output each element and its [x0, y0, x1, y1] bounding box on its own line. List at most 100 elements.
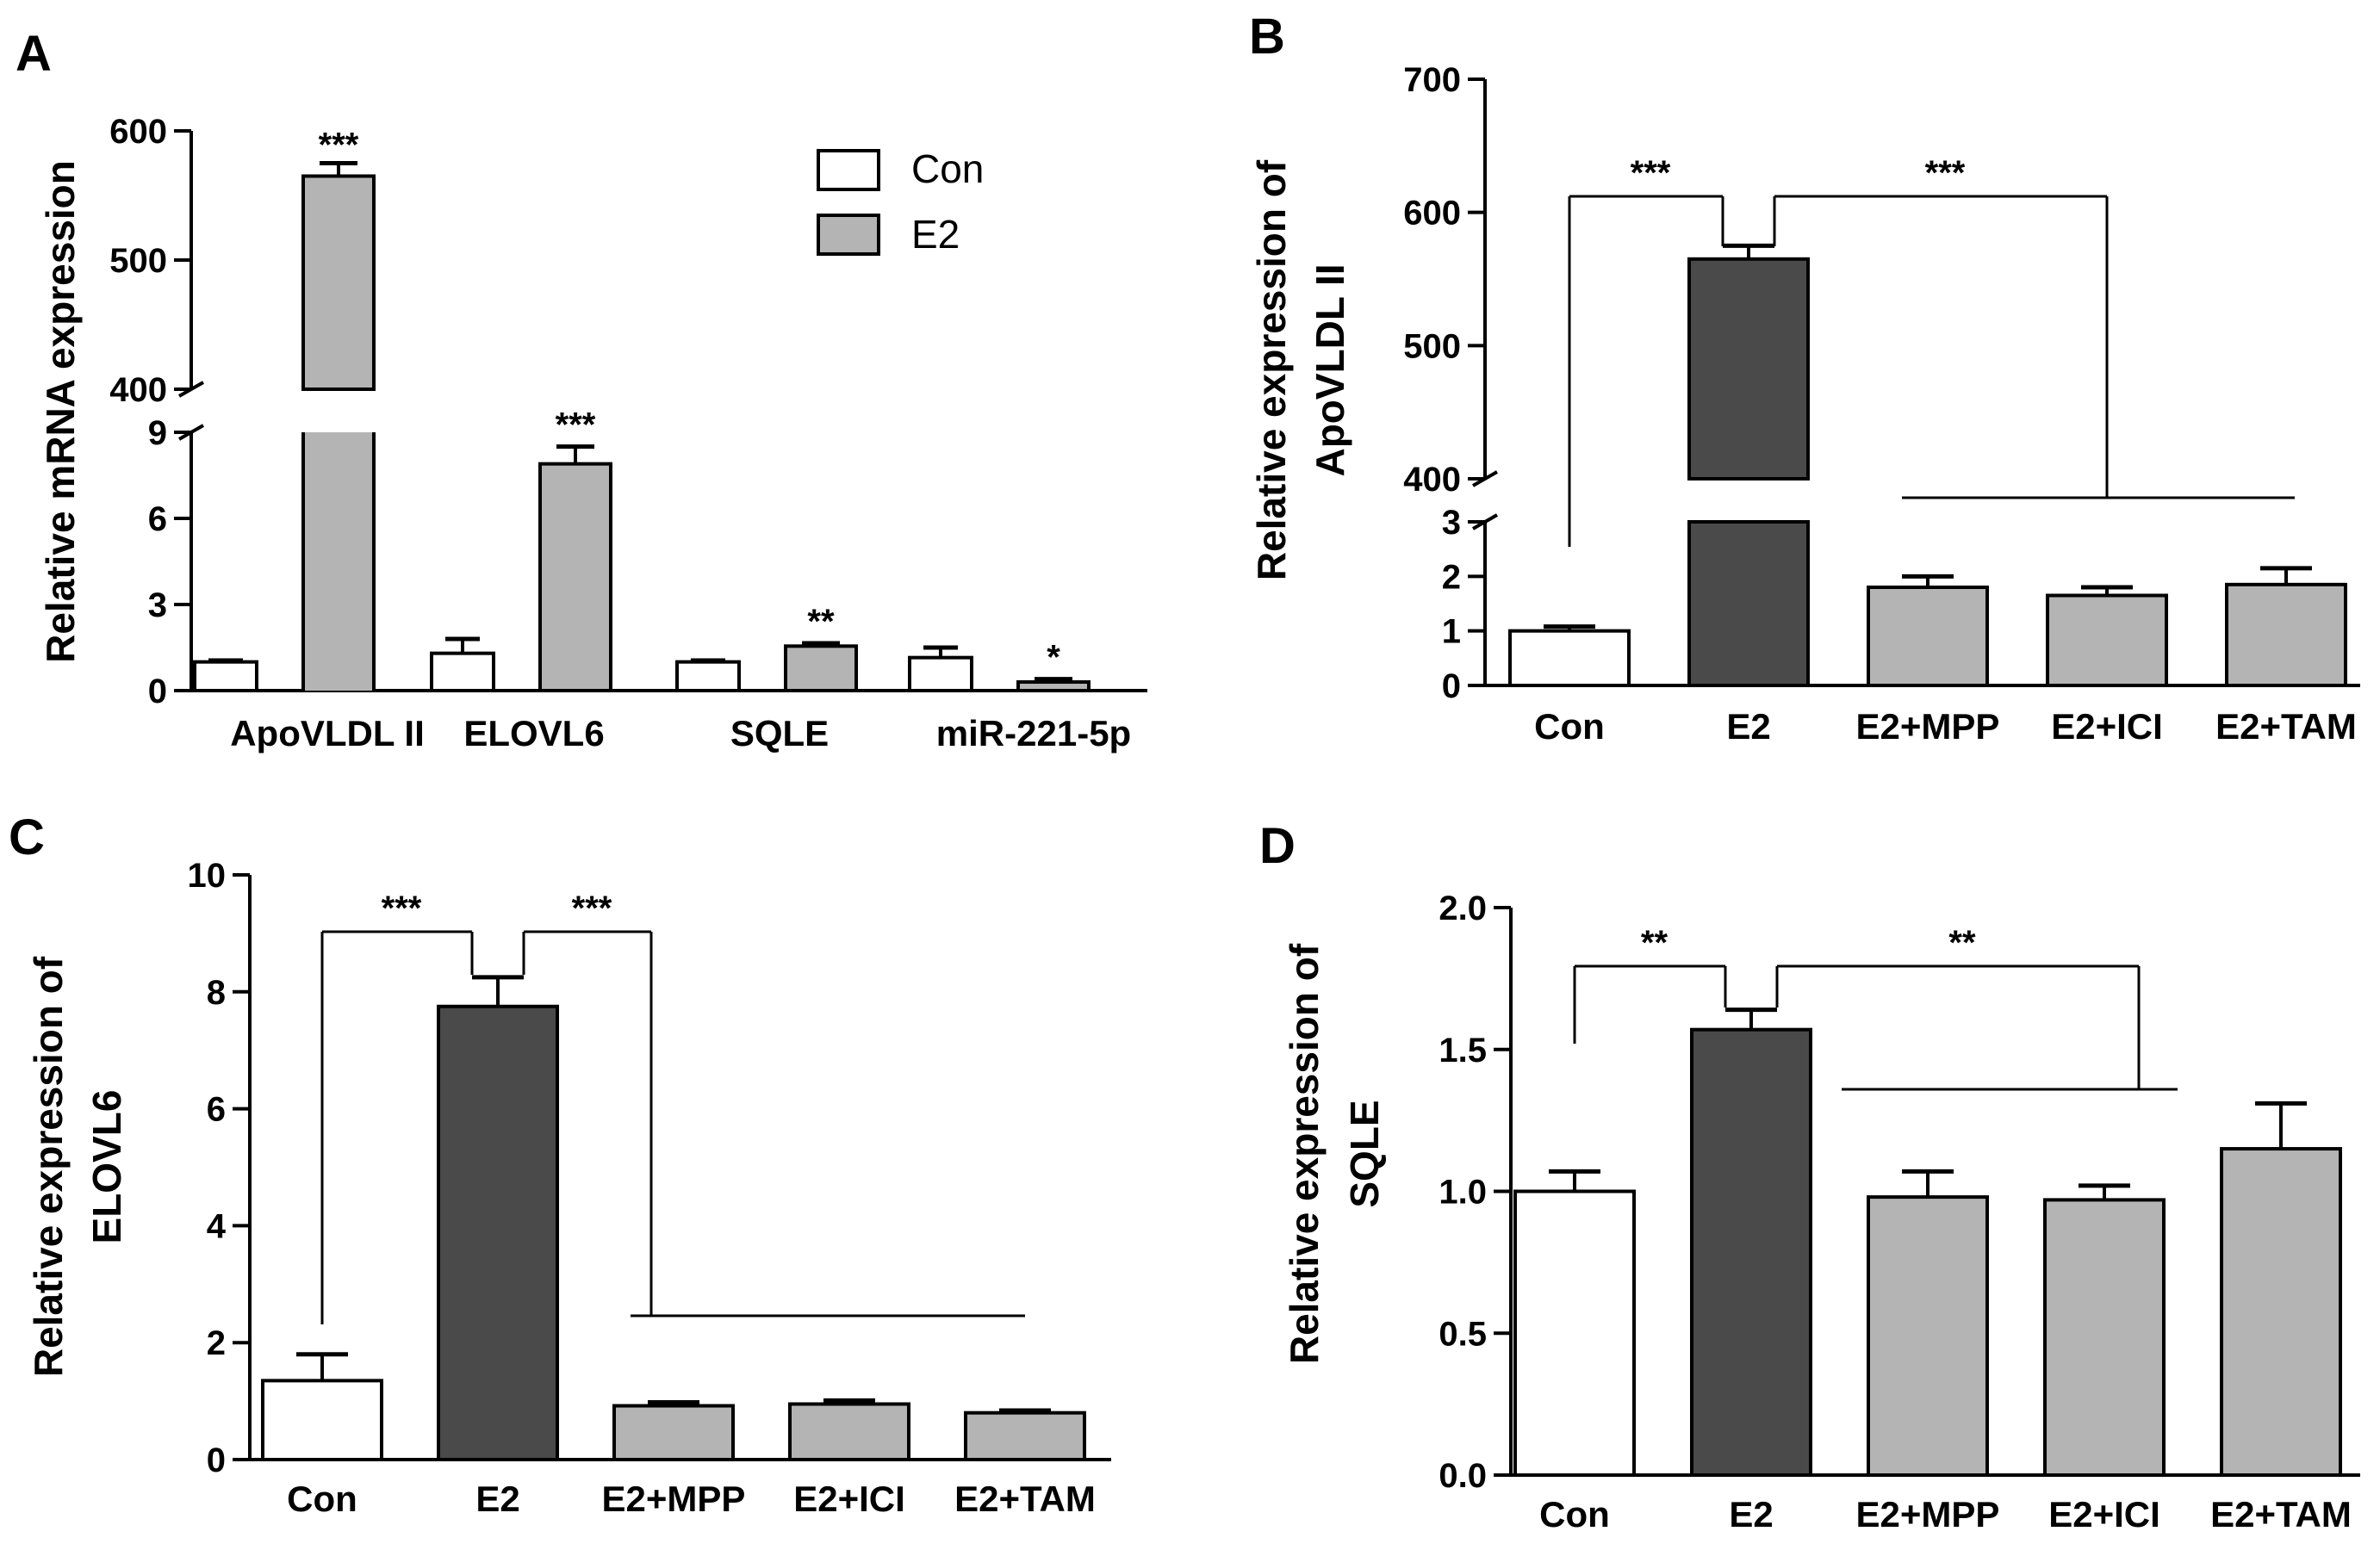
- x-tick-label: Con: [1539, 1494, 1610, 1534]
- y-tick-label: 0: [1442, 667, 1461, 705]
- bar-e2: [784, 644, 858, 692]
- bar: [2046, 593, 2168, 687]
- y-tick-label: 0.5: [1439, 1315, 1487, 1353]
- panel-letter: D: [1259, 818, 1296, 874]
- bar-e2: [1016, 680, 1091, 692]
- significance-label: **: [1948, 924, 1976, 962]
- x-tick-label: E2: [475, 1479, 519, 1519]
- bar-con: [675, 660, 741, 693]
- bar-lower: [1687, 520, 1810, 687]
- y-tick-label: 4: [207, 1207, 227, 1245]
- legend-swatch-con: [817, 149, 880, 191]
- legend-label-con: Con: [911, 146, 984, 191]
- y-tick-label: 6: [207, 1091, 226, 1129]
- legend-swatch-e2: [817, 214, 880, 256]
- bar: [1867, 1195, 1989, 1477]
- panel-letter: A: [16, 26, 52, 82]
- bar-e2-upper: [301, 174, 376, 391]
- y-tick-label: 600: [1403, 195, 1461, 232]
- y-tick-label: 9: [148, 414, 167, 452]
- bar: [1690, 1027, 1812, 1478]
- bar: [612, 1404, 735, 1461]
- y-tick-label: 400: [1403, 461, 1461, 499]
- significance-label: ***: [572, 890, 612, 927]
- y-tick-label: 10: [188, 857, 227, 895]
- bar: [964, 1410, 1086, 1462]
- bar: [1513, 1189, 1636, 1477]
- x-tick-label: E2+MPP: [1856, 706, 2000, 747]
- x-tick-label: Con: [287, 1479, 357, 1519]
- y-tick-label: 0: [207, 1442, 226, 1479]
- y-axis-label: ELOVL6: [84, 1090, 129, 1244]
- y-tick-label: 500: [1403, 327, 1461, 365]
- y-tick-label: 600: [109, 113, 167, 151]
- significance-label: ***: [382, 890, 422, 927]
- significance-label: ***: [319, 127, 359, 164]
- panel-d: D 0.0 0.5 1.0 1.5 2.0 Relative expression of SQ…: [1259, 818, 2360, 1534]
- x-tick-label: ELOVL6: [463, 713, 604, 753]
- y-tick-label: 1.0: [1439, 1174, 1487, 1212]
- significance-label: ***: [1925, 154, 1966, 192]
- bar: [1867, 586, 1989, 687]
- panel-c: C 0 2 4 6 8 10 Relative expression of ELOVL6 Con E…: [9, 809, 1111, 1519]
- y-tick-label: 700: [1403, 61, 1461, 99]
- legend-label-e2: E2: [911, 212, 960, 257]
- x-tick-label: E2+ICI: [2051, 706, 2163, 747]
- y-axis-label: Relative expression of: [1249, 159, 1294, 580]
- y-tick-label: 0: [148, 673, 167, 710]
- y-axis-label: ApoVLDL II: [1308, 264, 1352, 476]
- panel-letter: B: [1249, 9, 1285, 65]
- y-tick-label: 1: [1442, 613, 1461, 651]
- significance-label: **: [807, 603, 835, 641]
- y-tick-label: 500: [109, 242, 167, 280]
- bar: [1687, 257, 1810, 480]
- x-tick-label: E2+TAM: [2210, 1494, 2352, 1534]
- y-axis-label: SQLE: [1342, 1100, 1387, 1207]
- y-tick-label: 1.5: [1439, 1032, 1487, 1070]
- bar-e2: [538, 462, 612, 693]
- bar: [437, 1004, 559, 1461]
- significance-label: ***: [1631, 154, 1671, 192]
- panel-letter: C: [9, 809, 45, 865]
- y-tick-label: 6: [148, 500, 167, 538]
- x-tick-label: E2+TAM: [954, 1479, 1096, 1519]
- significance-label: *: [1047, 639, 1060, 677]
- y-axis-label: Relative expression of: [26, 956, 71, 1377]
- y-tick-label: 3: [148, 586, 167, 624]
- y-axis-label: Relative mRNA expression: [38, 160, 83, 663]
- bar-con: [908, 655, 973, 693]
- bar-con: [430, 651, 495, 693]
- bar-con: [193, 660, 258, 693]
- bar-e2-lower: [303, 432, 374, 691]
- significance-label: ***: [556, 406, 596, 444]
- x-tick-label: E2: [1729, 1494, 1773, 1534]
- x-tick-label: Con: [1534, 706, 1605, 747]
- y-tick-label: 8: [207, 974, 226, 1012]
- y-tick-label: 2: [1442, 558, 1461, 596]
- bar: [2220, 1147, 2342, 1477]
- bar: [788, 1402, 910, 1461]
- bar: [1508, 629, 1631, 688]
- x-tick-label: miR-221-5p: [936, 713, 1131, 753]
- y-tick-label: 0.0: [1439, 1457, 1487, 1495]
- x-tick-label: E2+MPP: [1856, 1494, 2000, 1534]
- y-tick-label: 2.0: [1439, 890, 1487, 927]
- bar: [261, 1379, 383, 1461]
- y-tick-label: 400: [109, 371, 167, 409]
- y-axis-label: Relative expression of: [1282, 943, 1327, 1364]
- x-tick-label: E2+MPP: [602, 1479, 746, 1519]
- bar: [2225, 582, 2347, 687]
- y-tick-label: 2: [207, 1324, 226, 1362]
- bar: [2043, 1198, 2166, 1477]
- x-tick-label: E2+ICI: [793, 1479, 905, 1519]
- y-tick-label: 3: [1442, 504, 1461, 542]
- significance-label: **: [1641, 924, 1668, 962]
- x-tick-label: SQLE: [730, 713, 829, 753]
- panel-b: B 0 1 2 3 400 500 600 700 Relative expression of A…: [1249, 9, 2360, 747]
- x-tick-label: E2+TAM: [2215, 706, 2357, 747]
- x-tick-label: ApoVLDL II: [230, 713, 425, 753]
- x-tick-label: E2+ICI: [2048, 1494, 2160, 1534]
- x-tick-label: E2: [1726, 706, 1770, 747]
